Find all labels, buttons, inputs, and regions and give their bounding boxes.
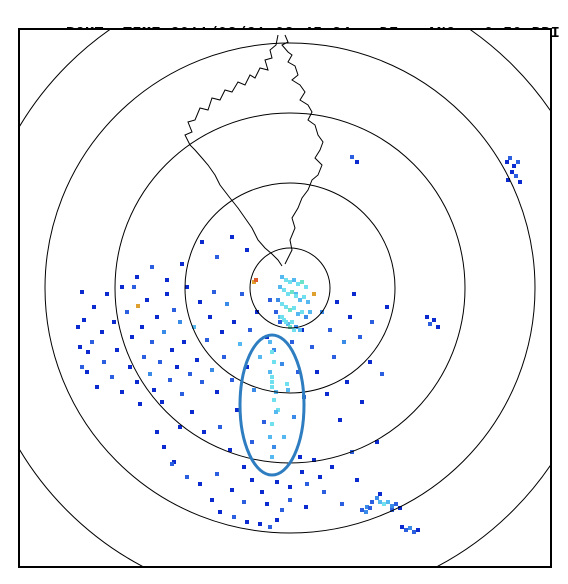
radar-ppi-figure: RCKT TIME-2011/03/21 03:45:34 DZ ANG- 0.… — [0, 0, 568, 584]
range-ring — [115, 113, 465, 463]
range-ring — [20, 30, 550, 566]
radar-canvas — [20, 30, 550, 566]
coastline — [185, 35, 323, 266]
range-ring — [185, 183, 395, 393]
range-ring — [250, 248, 330, 328]
range-ring — [45, 43, 535, 533]
plot-frame — [18, 28, 552, 568]
annotation-ellipse — [240, 335, 304, 475]
